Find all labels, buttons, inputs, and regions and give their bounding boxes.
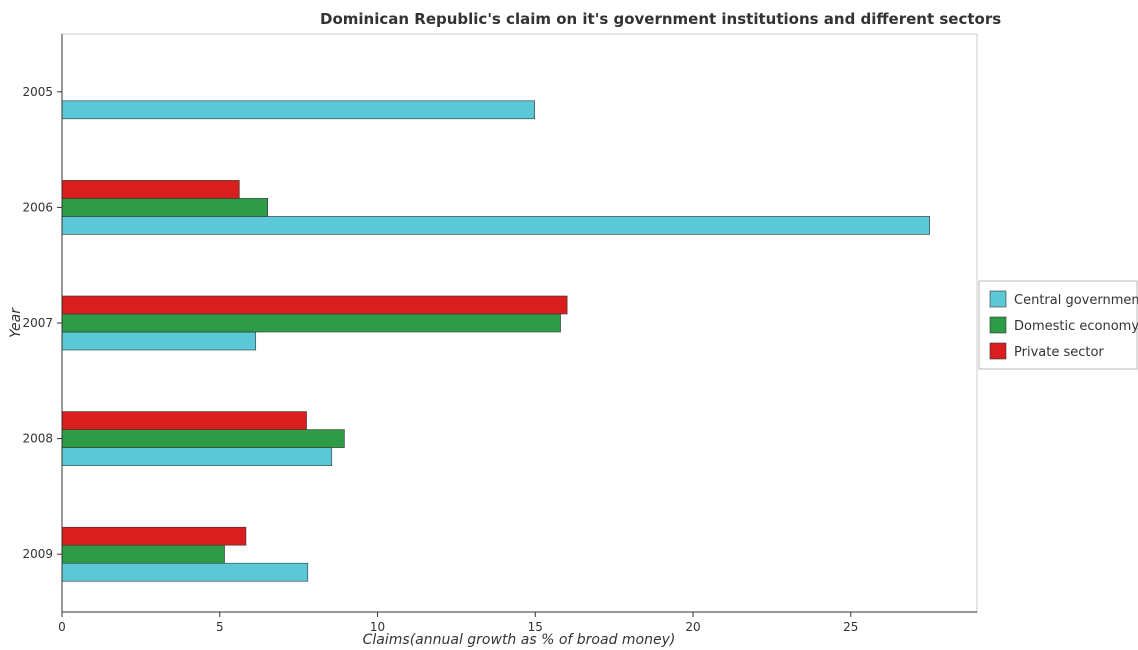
- x-tick-label-0: 0: [58, 620, 66, 634]
- legend-label-central-government: Central government: [1014, 293, 1138, 308]
- x-tick-label-25: 25: [843, 620, 858, 634]
- legend-label-domestic-economy: Domestic economy: [1014, 319, 1138, 334]
- bar-central-government-2005: [61, 100, 535, 120]
- bar-domestic-economy-2009: [61, 544, 225, 564]
- bar-central-government-2007: [61, 331, 257, 351]
- legend: Central government Domestic economy Priv…: [978, 280, 1138, 370]
- y-tick-label-2005: 2005: [22, 85, 53, 99]
- x-tick-label-5: 5: [216, 620, 224, 634]
- x-tick-label-20: 20: [685, 620, 700, 634]
- bar-central-government-2008: [61, 447, 333, 466]
- bar-domestic-economy-2008: [61, 429, 345, 448]
- x-ticks: 0 5 10 15 20 25: [58, 612, 858, 634]
- legend-label-private-sector: Private sector: [1014, 345, 1104, 360]
- bars: [61, 100, 930, 582]
- legend-swatch-domestic-economy: [989, 316, 1007, 334]
- legend-swatch-central-government: [989, 290, 1007, 308]
- x-tick-label-15: 15: [528, 620, 543, 634]
- bar-private-sector-2008: [61, 411, 307, 430]
- y-tick-label-2007: 2007: [22, 316, 53, 330]
- y-tick-label-2009: 2009: [22, 547, 53, 561]
- bar-central-government-2009: [61, 562, 309, 582]
- bar-central-government-2006: [61, 216, 930, 235]
- legend-swatch-private-sector: [989, 342, 1007, 360]
- x-tick-label-10: 10: [370, 620, 385, 634]
- bar-domestic-economy-2007: [61, 313, 561, 333]
- y-ticks: 2005 2006 2007 2008 2009: [22, 85, 62, 561]
- bar-domestic-economy-2006: [61, 198, 269, 217]
- y-tick-label-2006: 2006: [22, 200, 53, 214]
- bar-private-sector-2007: [61, 295, 568, 315]
- plot-area: 0 5 10 15 20 25 2005 2006 2007 2008 2009: [22, 33, 978, 634]
- bar-private-sector-2009: [61, 526, 247, 546]
- chart-title: Dominican Republic's claim on it's gover…: [320, 10, 1001, 28]
- bar-private-sector-2006: [61, 180, 240, 199]
- y-tick-label-2008: 2008: [22, 432, 53, 446]
- y-axis-label: Year: [8, 307, 24, 338]
- x-axis-label: Claims(annual growth as % of broad money…: [363, 632, 676, 648]
